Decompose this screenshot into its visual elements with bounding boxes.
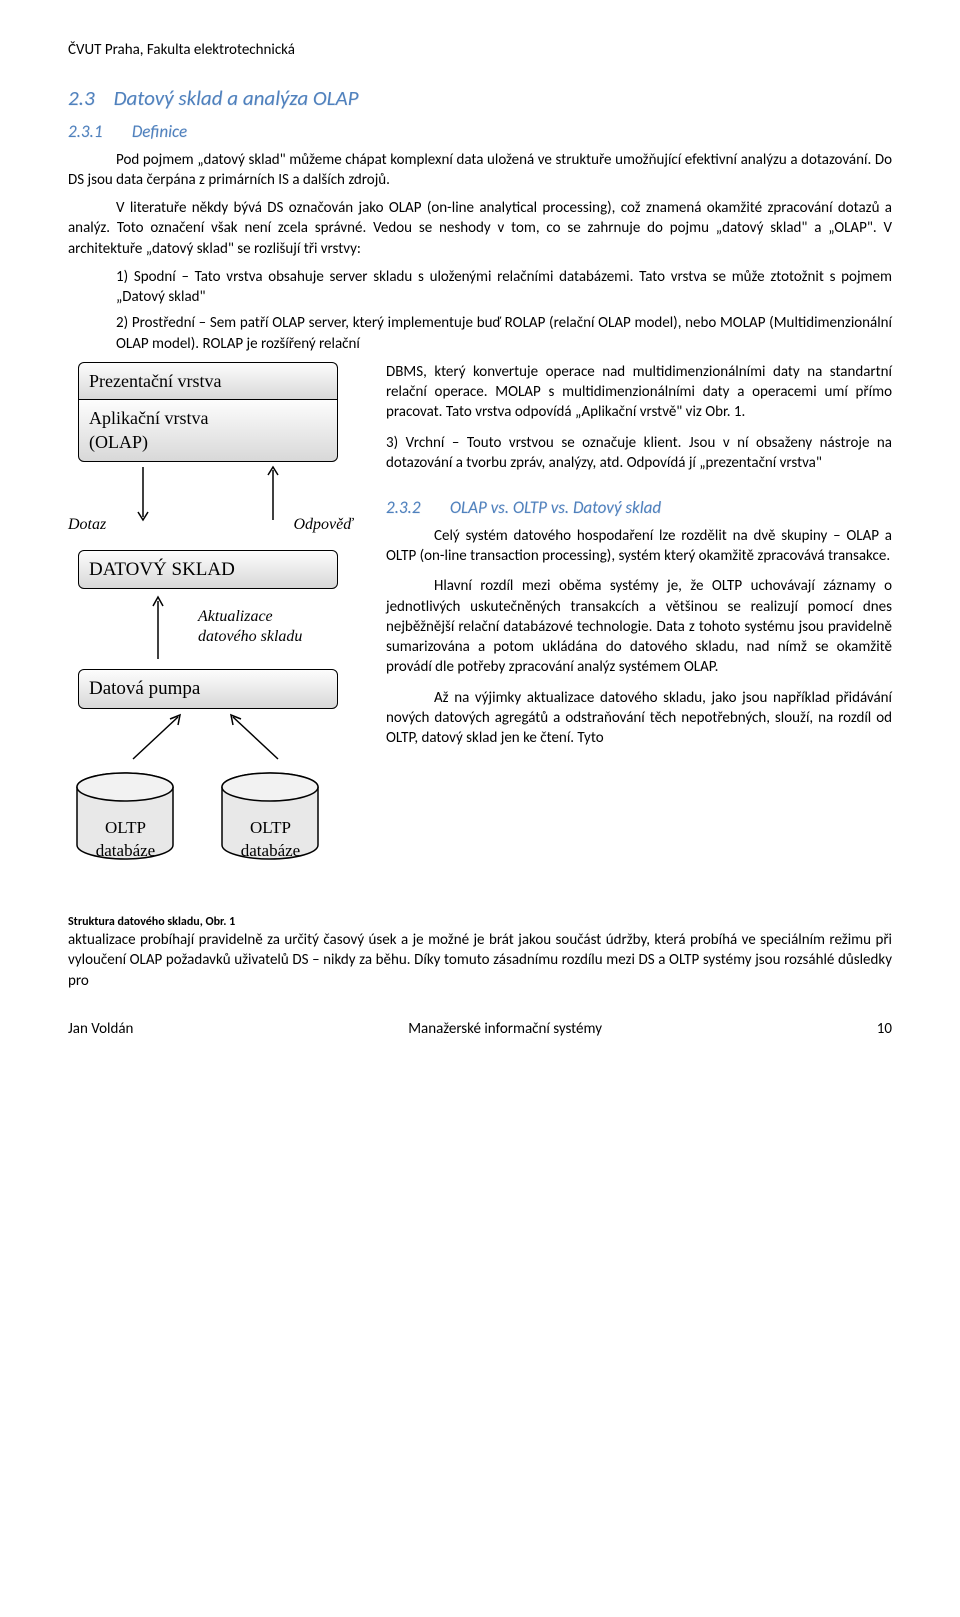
numbered-list: 1) Spodní – Tato vrstva obsahuje server … (68, 267, 892, 354)
paragraph: DBMS, který konvertuje operace nad multi… (386, 362, 892, 423)
diagram-db-label: OLTP databáze (213, 817, 328, 863)
secnum: 2.3.1 (68, 121, 128, 144)
secnum: 2.3.2 (386, 497, 446, 520)
list-label: 1) (116, 268, 128, 286)
section-2-3-1-heading: 2.3.1 Definice (68, 121, 892, 144)
architecture-diagram: Prezentační vrstva Aplikační vrstva (OLA… (68, 362, 368, 908)
paragraph: Pod pojmem „datový sklad" můžeme chápat … (68, 150, 892, 191)
diagram-text: datového skladu (198, 628, 302, 645)
paragraph: V literatuře někdy bývá DS označován jak… (68, 198, 892, 259)
diagram-box-presentation: Prezentační vrstva (78, 362, 338, 399)
list-text: Spodní – Tato vrstva obsahuje server skl… (116, 268, 892, 306)
section-2-3-heading: 2.3 Datový sklad a analýza OLAP (68, 84, 892, 112)
list-label: 2) (116, 314, 128, 332)
footer-author: Jan Voldán (68, 1019, 133, 1039)
paragraph: 3) Vrchní – Touto vrstvou se označuje kl… (386, 433, 892, 474)
sectitle: Datový sklad a analýza OLAP (114, 85, 359, 111)
diagram-box-application: Aplikační vrstva (OLAP) (78, 399, 338, 462)
diagram-db-label: OLTP databáze (68, 817, 183, 863)
paragraph: Celý systém datového hospodaření lze roz… (386, 526, 892, 567)
sectitle: OLAP vs. OLTP vs. Datový sklad (450, 497, 661, 518)
diagram-text: databáze (241, 841, 300, 860)
figure-caption: Struktura datového skladu, Obr. 1 (68, 914, 368, 930)
diagram-text: (OLAP) (89, 432, 148, 452)
running-header: ČVUT Praha, Fakulta elektrotechnická (68, 40, 892, 60)
diagram-text: Aplikační vrstva (89, 408, 208, 428)
list-text: Prostřední – Sem patří OLAP server, kter… (116, 314, 892, 352)
footer-page: 10 (877, 1019, 892, 1039)
diagram-text: Aktualizace (198, 608, 273, 625)
paragraph: Až na výjimky aktualizace datového sklad… (386, 688, 892, 749)
paragraph: Hlavní rozdíl mezi oběma systémy je, že … (386, 576, 892, 677)
sectitle: Definice (132, 121, 187, 142)
diagram-label-update: Aktualizace datového skladu (198, 607, 302, 647)
section-2-3-2-heading: 2.3.2 OLAP vs. OLTP vs. Datový sklad (386, 497, 892, 520)
diagram-label-answer: Odpověď (294, 514, 354, 536)
diagram-label-query: Dotaz (68, 514, 106, 536)
diagram-column: Prezentační vrstva Aplikační vrstva (OLA… (68, 362, 368, 930)
list-item: 2) Prostřední – Sem patří OLAP server, k… (116, 313, 892, 354)
page-footer: Jan Voldán Manažerské informační systémy… (68, 1019, 892, 1039)
right-text-column: DBMS, který konvertuje operace nad multi… (386, 362, 892, 759)
list-item: 1) Spodní – Tato vrstva obsahuje server … (116, 267, 892, 308)
diagram-text: OLTP (250, 818, 291, 837)
diagram-box-pump: Datová pumpa (78, 669, 338, 709)
diagram-box-dw: DATOVÝ SKLAD (78, 550, 338, 590)
diagram-text: OLTP (105, 818, 146, 837)
secnum: 2.3 (68, 85, 95, 111)
diagram-text: databáze (96, 841, 155, 860)
paragraph: aktualizace probíhají pravidelně za urči… (68, 930, 892, 991)
footer-title: Manažerské informační systémy (408, 1019, 602, 1039)
arrow-icon (78, 709, 338, 769)
